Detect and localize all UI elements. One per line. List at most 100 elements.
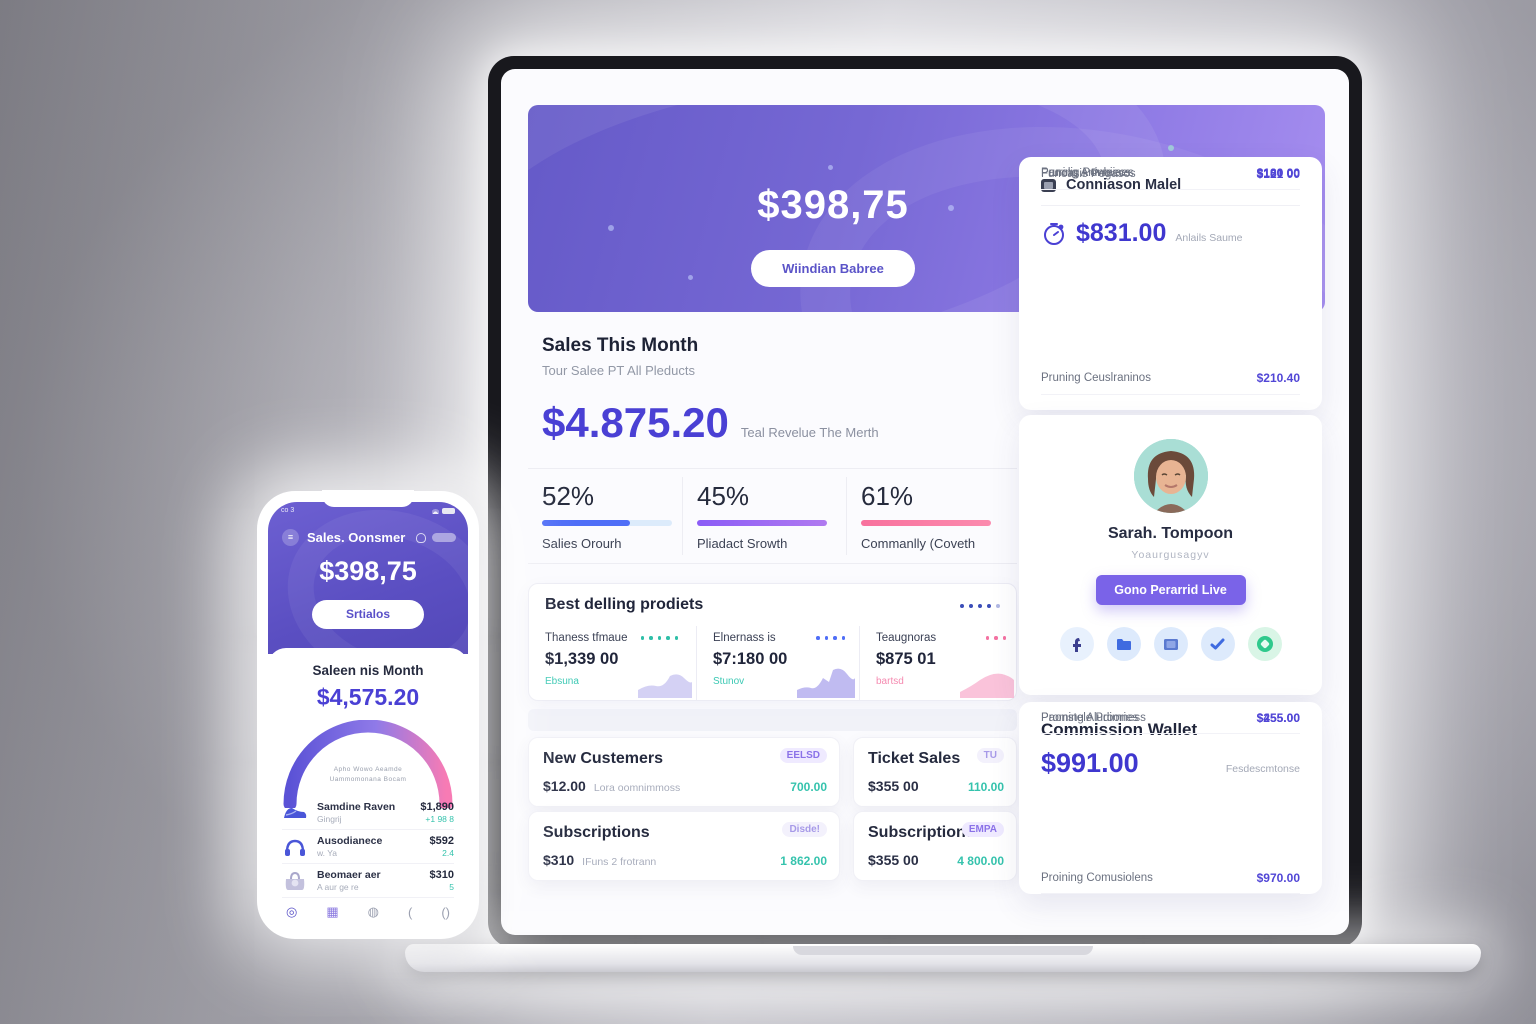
headphones-icon xyxy=(285,839,305,856)
product-tile[interactable]: Teaugnoras $875 01 bartsd xyxy=(859,626,1018,700)
bag-nav-icon[interactable]: ◍ xyxy=(367,904,379,919)
bracket-nav-icon[interactable]: ( xyxy=(407,904,413,920)
stats-row: 52% Salies Orourh 45% Pliadact Srowth 61… xyxy=(528,468,1017,564)
mini-area-chart xyxy=(960,673,1014,698)
more-options-icon[interactable] xyxy=(960,604,1000,608)
row-value: $121 00 xyxy=(1256,166,1300,181)
bell-icon[interactable] xyxy=(416,532,426,543)
wallet-amount-caption: Fesdescmtonse xyxy=(1225,763,1300,775)
card-title: New Custemers xyxy=(543,750,664,767)
phone-status-bar: co 3 xyxy=(281,507,455,514)
commission-row: Pruning Ceuslraninos $210.40 xyxy=(1041,362,1300,395)
item-delta: +1 98 8 xyxy=(425,814,454,825)
card-value: 700.00 xyxy=(790,780,827,794)
banner-action-button[interactable]: Wiindian Babree xyxy=(751,250,915,287)
brackets-nav-icon[interactable]: () xyxy=(441,904,450,920)
item-sub: Gingrij xyxy=(317,814,342,825)
item-name: Samdine Raven xyxy=(317,800,396,813)
check-icon[interactable] xyxy=(1200,627,1235,661)
list-item[interactable]: Samdine Raven Gingrij $1,890 +1 98 8 xyxy=(282,796,454,830)
new-customers-card[interactable]: New Custemers EELSD $12.00 Lora oomnimmo… xyxy=(528,737,840,807)
product-tag: Stunov xyxy=(713,676,745,687)
banner-amount: $398,75 xyxy=(757,183,909,227)
card-title: Subscriptions xyxy=(543,824,650,841)
facebook-icon[interactable] xyxy=(1059,627,1094,661)
product-name: Elnernass is xyxy=(713,632,776,644)
profile-name: Sarah. Tompoon xyxy=(1107,525,1234,542)
item-delta: 2.4 xyxy=(442,848,454,859)
camera-icon[interactable] xyxy=(1247,627,1282,661)
sales-section-title: Sales This Month xyxy=(542,335,699,356)
menu-icon[interactable]: ≡ xyxy=(282,529,299,546)
gallery-icon[interactable] xyxy=(1153,627,1188,661)
folder-icon[interactable] xyxy=(1106,627,1141,661)
phone-notch xyxy=(322,490,414,507)
phone-frame: co 3 ≡ Sales. Oonsmer $398,75 Srtialos S… xyxy=(257,490,479,939)
row-value: $455.00 xyxy=(1256,711,1300,725)
stat-label: Pliadact Srowth xyxy=(697,536,788,551)
status-left: co 3 xyxy=(281,507,295,514)
card-note: Lora oomnimmoss xyxy=(593,782,681,794)
wallet-row: Proining Comusiolens $970.00 xyxy=(1041,862,1300,894)
list-item[interactable]: Beomaer aer A aur ge re $310 5 xyxy=(282,864,454,898)
grid-nav-icon[interactable]: ▦ xyxy=(326,904,339,919)
phone-action-button[interactable]: Srtialos xyxy=(312,600,424,629)
phone-content-card: Saleen nis Month $4,575.20 Apho Wowo Aea… xyxy=(268,648,468,928)
phone-bottom-nav: ◎ ▦ ◍ ( () xyxy=(286,904,450,920)
sales-total-caption: Teal Revelue The Merth xyxy=(740,425,879,440)
ticket-sales-card[interactable]: Ticket Sales TU $355 00 110.00 xyxy=(853,737,1017,807)
compass-nav-icon[interactable]: ◎ xyxy=(286,904,298,919)
product-tag: bartsd xyxy=(876,676,904,687)
stat-percent: 45% xyxy=(697,481,750,511)
card-amount: $355 00 xyxy=(868,852,919,868)
stat-percent: 61% xyxy=(861,481,914,511)
row-value: $210.40 xyxy=(1256,371,1300,385)
sneaker-icon xyxy=(284,807,307,818)
card-title: Ticket Sales xyxy=(868,750,961,767)
stat-percent: 52% xyxy=(542,481,595,511)
best-selling-card: Best delling prodiets Thaness tfmaue $1,… xyxy=(528,583,1017,701)
list-item[interactable]: Ausodianece w. Ya $592 2.4 xyxy=(282,830,454,864)
item-name: Ausodianece xyxy=(317,834,383,847)
item-sub: w. Ya xyxy=(317,848,338,859)
banner-speck xyxy=(688,275,693,280)
stat-community-growth: 61% Commanlly (Coveth xyxy=(861,469,1001,551)
best-selling-title: Best delling prodiets xyxy=(545,596,704,613)
card-amount: $355 00 xyxy=(868,778,919,794)
row-label: Proining Comusiolens xyxy=(1041,871,1153,884)
card-value: 1 862.00 xyxy=(780,854,827,868)
divider xyxy=(682,477,683,555)
item-name: Beomaer aer xyxy=(317,868,381,881)
product-price: $875 01 xyxy=(876,650,936,668)
product-tile[interactable]: Thaness tfmaue $1,339 00 Ebsuna xyxy=(529,626,696,700)
divider xyxy=(1041,205,1300,206)
divider xyxy=(846,477,847,555)
subscriptions-card-2[interactable]: Subscriptions EMPA $355 00 4 800.00 xyxy=(853,811,1017,881)
stat-sales-growth: 52% Salies Orourh xyxy=(542,469,682,551)
gauge-caption: Apho Wowo Aeamde xyxy=(333,766,403,773)
item-value: $1,890 xyxy=(420,800,454,813)
product-tag: Ebsuna xyxy=(545,676,579,687)
product-price: $7:180 00 xyxy=(713,650,788,668)
row-label: Funoasis Pegasos xyxy=(1041,167,1136,180)
phone-screen: co 3 ≡ Sales. Oonsmer $398,75 Srtialos S… xyxy=(268,502,468,928)
phone-card-amount: $4,575.20 xyxy=(316,684,420,710)
avatar xyxy=(1133,439,1208,513)
card-badge: TU xyxy=(976,748,1004,763)
product-price: $1,339 00 xyxy=(545,650,619,668)
card-badge: EELSD xyxy=(779,748,827,763)
product-name: Teaugnoras xyxy=(876,632,937,644)
subscriptions-card[interactable]: Subscriptions Disde! $310 IFuns 2 frotra… xyxy=(528,811,840,881)
phone-app-title: Sales. Oonsmer xyxy=(307,530,406,545)
profile-role: Yoaurgusagyv xyxy=(1131,549,1210,561)
product-tile[interactable]: Elnernass is $7:180 00 Stunov xyxy=(696,626,859,700)
go-live-button[interactable]: Gono Perarrid Live xyxy=(1095,575,1246,605)
banner-speck xyxy=(608,225,614,231)
card-amount: $310 xyxy=(543,852,575,868)
row-label: Pruning Ceuslraninos xyxy=(1041,372,1151,384)
wifi-icon xyxy=(432,507,439,514)
card-title: Subscriptions xyxy=(868,824,975,841)
laptop-frame: $398,75 Wiindian Babree Sales This Month… xyxy=(488,56,1362,948)
toggle-pill-icon[interactable] xyxy=(432,533,456,542)
profile-card: Sarah. Tompoon Yoaurgusagyv Gono Perarri… xyxy=(1019,415,1322,695)
